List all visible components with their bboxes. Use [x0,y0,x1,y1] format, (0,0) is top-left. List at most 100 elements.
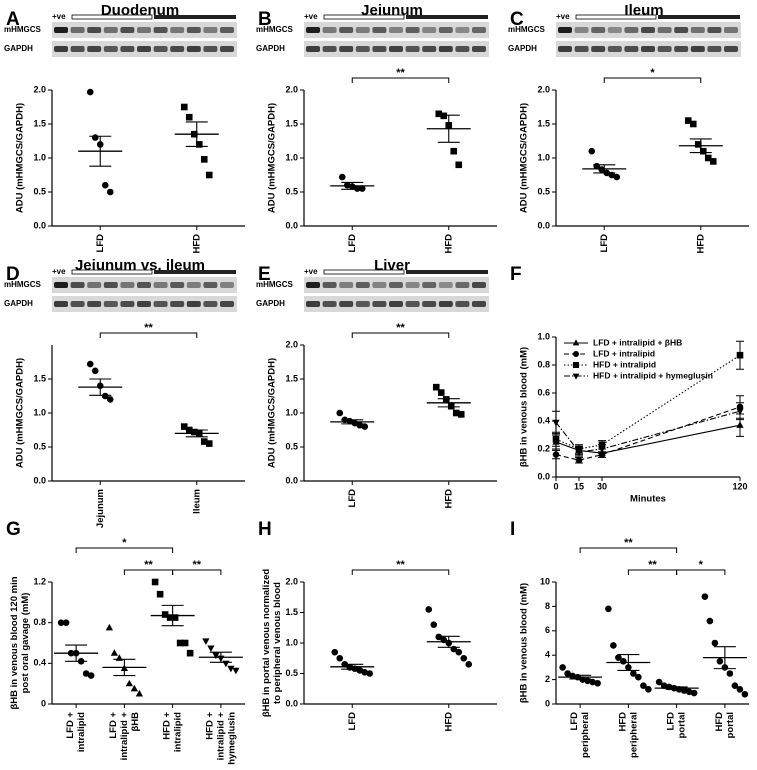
blot-band [591,46,606,52]
data-point [598,166,606,173]
control-label: +ve [556,12,570,21]
blot-band [455,282,470,288]
blot-band [103,46,118,52]
blot-label: GAPDH [4,44,33,53]
significance-label: ** [144,322,153,334]
data-point [620,658,627,665]
x-tick-label: βHB [130,712,141,732]
y-tick-label: 6 [545,625,550,635]
y-tick-label: 10 [540,576,550,586]
blot-band [405,301,420,307]
data-point [588,147,596,155]
legend-label: HFD + intralipid [593,359,656,369]
data-point [640,682,647,689]
blot-band [472,46,486,52]
data-point [552,435,560,443]
blot-band [624,27,639,33]
blot-band [372,282,387,288]
blot-band [170,46,185,52]
data-point [205,171,213,179]
data-point [207,645,215,653]
blot-band [405,282,420,288]
x-tick-label: 120 [732,481,747,491]
y-tick-label: 0.0 [33,220,46,230]
sem-bar [161,604,184,627]
blot-band [186,301,201,307]
panel-letter: A [6,9,20,30]
y-axis-label: ADU (mHMGCS/GAPDH) [15,358,26,468]
x-tick-label: LFD + [108,712,119,739]
y-axis-label: βHB in portal venous normalized [261,569,272,718]
blot-band [120,46,135,52]
data-point [353,185,361,192]
y-axis-label: ADU (mHMGCS/GAPDH) [267,103,278,213]
blot-band [574,46,589,52]
significance-bracket [172,569,222,575]
x-tick-label: LFD [569,712,580,731]
data-point [432,383,440,391]
y-axis-label: βHB in venous blood (mM) [519,583,530,703]
data-point [86,360,94,368]
x-tick-label: peripheral [628,712,639,758]
data-point [455,648,463,656]
y-tick-label: 0 [545,698,550,708]
data-point [106,396,114,403]
data-point [589,678,596,686]
significance-label: ** [192,559,201,571]
panel: D Jejunum vs. ileum+vemHMGCSGAPDH0.00.51.… [4,257,245,528]
significance-bracket [351,332,450,338]
data-point [338,173,346,181]
sem-bar [65,644,88,662]
panel: G 0 0.4 0.8 1.2 βHB in venous blood 120 min po… [6,519,245,765]
x-tick-label: HFD [443,489,454,509]
x-tick-label: LFD [347,489,358,508]
data-point [435,110,443,118]
y-tick-label: 1.5 [33,118,46,128]
data-point [552,419,560,427]
blot-band [322,27,337,33]
blot-band [170,301,185,307]
y-axis-label: βHB in venous blood 120 min [9,576,20,709]
blot-band [339,282,354,288]
blot-band [455,301,470,307]
sem-bar [113,658,136,677]
blot-band [203,282,218,288]
blot-band [203,27,218,33]
data-point [181,639,189,647]
sem-bar [341,663,364,670]
series-line [555,410,741,453]
significance-label: ** [396,67,405,79]
y-tick-label: 2.0 [33,84,46,94]
blot-band [372,301,387,307]
data-point [180,423,188,430]
group-bar-open [323,269,405,275]
sem-bar [185,121,208,147]
blot-band [641,46,655,52]
y-tick-label: 1.5 [537,118,550,128]
data-point [361,668,369,676]
data-point [598,446,606,453]
data-point [62,619,70,626]
blot-band [389,27,403,33]
blot-band [422,46,437,52]
data-point [227,665,235,673]
data-point [343,181,351,189]
y-tick-label: 1.0 [33,407,46,417]
blot-band [607,46,622,52]
data-point [336,654,344,662]
group-bar-filled [154,15,236,19]
blot-band [70,301,85,307]
data-point [200,438,208,445]
y-axis-label: βHB in venous blood (mM) [519,347,530,467]
blot-band [641,27,655,33]
data-point [736,408,744,416]
blot-band [355,27,370,33]
blot-band [186,282,201,288]
blot-band [339,46,354,52]
group-bar-filled [406,15,488,19]
group-bar-filled [154,270,236,274]
x-tick-label: LFD + [65,712,76,739]
blot-band [574,27,589,33]
blot-band [355,46,370,52]
significance-label: * [122,537,127,549]
